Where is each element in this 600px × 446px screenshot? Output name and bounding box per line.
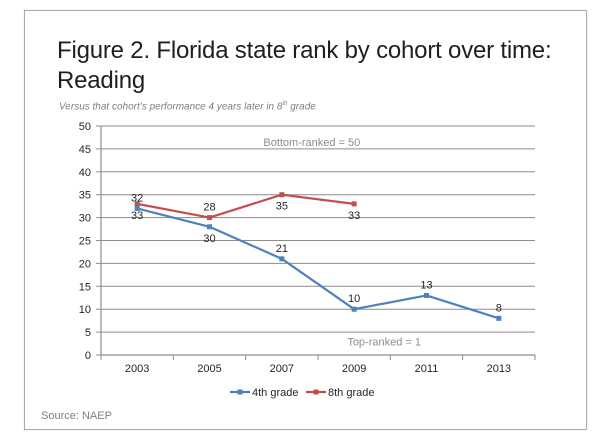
x-tick-label: 2007 (270, 363, 294, 375)
x-tick-label: 2011 (415, 363, 439, 375)
source-note: Source: NAEP (41, 410, 112, 422)
legend-marker (313, 389, 319, 395)
data-label: 28 (203, 202, 215, 214)
series-line-8th-grade (136, 193, 355, 219)
y-tick-label: 40 (79, 167, 91, 179)
data-label: 8 (496, 302, 502, 314)
series-line-4th-grade (136, 207, 500, 320)
y-tick-label: 25 (79, 236, 91, 248)
legend-label: 8th grade (328, 387, 374, 399)
subtitle-superscript: th (282, 101, 288, 107)
y-tick-label: 5 (85, 327, 91, 339)
data-label: 33 (348, 210, 360, 222)
legend-marker (237, 389, 243, 395)
x-tick-label: 2003 (125, 363, 149, 375)
x-tick-label: 2009 (342, 363, 366, 375)
data-label: 33 (131, 210, 143, 222)
chart-title: Figure 2. Florida state rank by cohort o… (57, 37, 552, 94)
y-tick-label: 0 (85, 350, 91, 362)
subtitle-text: Versus that cohort’s performance 4 years… (59, 101, 283, 113)
chart-frame (24, 10, 587, 430)
data-point (351, 306, 357, 312)
data-label: 10 (348, 293, 360, 305)
data-point (496, 315, 502, 321)
legend-label: 4th grade (252, 387, 298, 399)
data-point (134, 201, 140, 207)
y-tick-label: 10 (79, 304, 91, 316)
annotation: Top-ranked = 1 (347, 336, 421, 348)
data-point (134, 205, 140, 211)
data-point (351, 201, 357, 207)
subtitle-suffix: grade (287, 101, 316, 113)
y-tick-label: 15 (79, 281, 91, 293)
data-label: 21 (276, 243, 288, 255)
data-point (279, 192, 285, 198)
data-label: 35 (276, 201, 288, 213)
x-tick-label: 2013 (487, 363, 511, 375)
data-point (279, 256, 285, 262)
y-tick-label: 45 (79, 144, 91, 156)
y-tick-label: 35 (79, 190, 91, 202)
data-point (207, 215, 212, 221)
data-label: 32 (131, 192, 143, 204)
y-tick-label: 30 (79, 213, 91, 225)
data-label: 30 (203, 233, 215, 245)
annotation: Bottom-ranked = 50 (263, 137, 360, 149)
data-point (424, 292, 429, 298)
chart-subtitle: Versus that cohort’s performance 4 years… (59, 101, 316, 112)
y-tick-label: 20 (79, 258, 91, 270)
x-tick-label: 2005 (197, 363, 221, 375)
y-tick-label: 50 (79, 121, 91, 133)
data-label: 13 (420, 279, 432, 291)
data-point (207, 224, 212, 230)
